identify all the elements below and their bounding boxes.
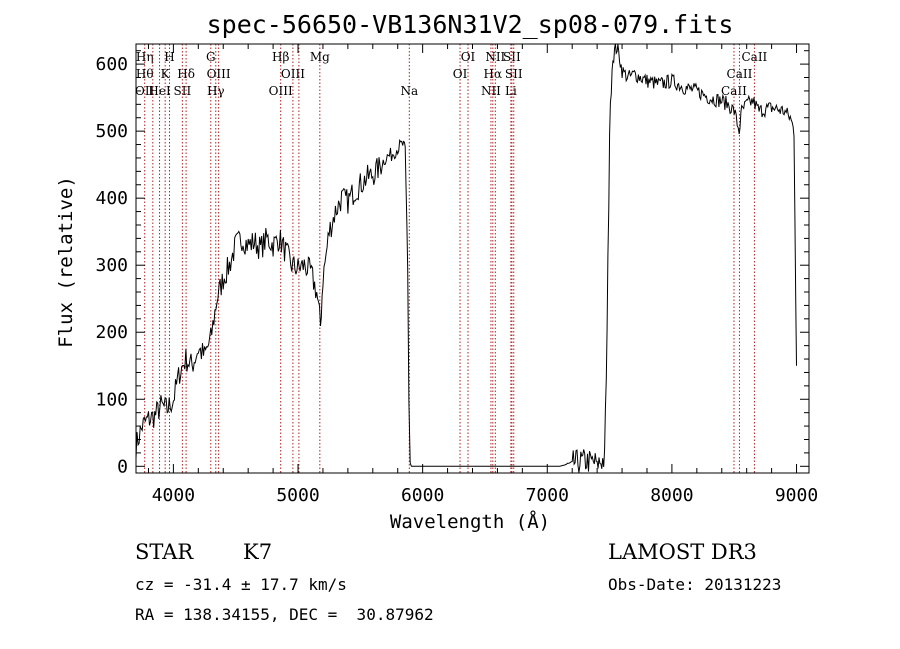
line-label: OII <box>135 84 155 98</box>
line-label: Mg <box>310 50 330 64</box>
observation-date: Obs-Date: 20131223 <box>608 575 782 594</box>
x-tick-label: 6000 <box>401 485 444 506</box>
y-axis-label: Flux (relative) <box>55 176 77 348</box>
line-label: OIII <box>281 67 305 81</box>
line-label: Hδ <box>177 67 195 81</box>
line-label: SII <box>503 50 521 64</box>
x-tick-label: 7000 <box>526 485 569 506</box>
line-label: OIII <box>269 84 293 98</box>
survey-name: LAMOST DR3 <box>608 540 757 564</box>
x-tick-label: 8000 <box>650 485 693 506</box>
line-label: K <box>161 67 171 81</box>
line-label: Hη <box>136 50 154 64</box>
line-label: CaII <box>721 84 747 98</box>
axis-ticks: 4000 5000 6000 7000 8000 9000 0 100 200 300 400 500… <box>95 44 818 506</box>
line-label: HeI <box>148 84 171 98</box>
line-label: Hα <box>484 67 503 81</box>
x-axis-label: Wavelength (Å) <box>390 510 550 533</box>
spectrum-series <box>135 43 797 473</box>
line-label: OI <box>453 67 468 81</box>
y-tick-label: 0 <box>117 456 128 477</box>
spectrum-line <box>135 43 797 473</box>
x-tick-label: 4000 <box>152 485 195 506</box>
object-class: STAR <box>135 540 194 564</box>
plot-frame <box>135 43 810 474</box>
line-label: CaII <box>727 67 753 81</box>
line-label: H <box>164 50 174 64</box>
line-label: OI <box>461 50 476 64</box>
line-label: Na <box>400 84 418 98</box>
x-tick-label: 5000 <box>276 485 319 506</box>
line-label: Li <box>505 84 517 98</box>
y-tick-label: 300 <box>95 255 128 276</box>
object-subclass: K7 <box>243 540 273 564</box>
line-label: Hθ <box>136 67 154 81</box>
chart-title: spec-56650-VB136N31V2_sp08-079.fits <box>207 10 734 39</box>
line-label: OIII <box>207 67 231 81</box>
coordinates: RA = 138.34155, DEC = 30.87962 <box>135 605 434 624</box>
y-tick-label: 200 <box>95 322 128 343</box>
line-label: Hγ <box>207 84 225 98</box>
y-tick-label: 100 <box>95 389 128 410</box>
y-tick-label: 400 <box>95 188 128 209</box>
line-label: Hβ <box>272 50 289 64</box>
x-tick-label: 9000 <box>775 485 818 506</box>
y-tick-label: 500 <box>95 121 128 142</box>
line-label: NII <box>485 50 505 64</box>
redshift-cz: cz = -31.4 ± 17.7 km/s <box>135 575 347 594</box>
line-label: G <box>206 50 216 64</box>
line-label: NII <box>481 84 501 98</box>
y-tick-label: 600 <box>95 54 128 75</box>
line-label: CaII <box>741 50 767 64</box>
line-label: SII <box>174 84 192 98</box>
line-label: SII <box>505 67 523 81</box>
